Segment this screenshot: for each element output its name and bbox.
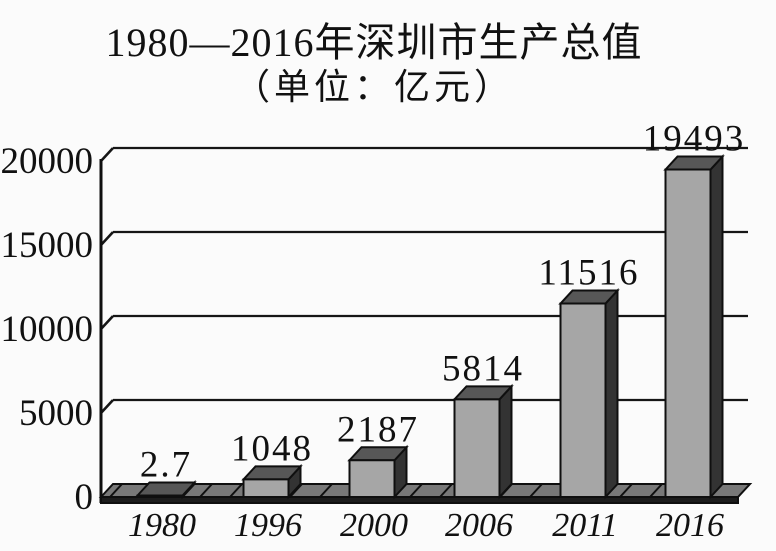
gridline-depth-tick-15000 — [100, 231, 114, 246]
x-tick-label-2006: 2006 — [445, 507, 513, 544]
y-tick-label-15000: 15000 — [1, 225, 94, 266]
value-label-1996: 1048 — [231, 428, 313, 469]
floor-front — [100, 496, 739, 504]
floor-tile-separator — [199, 483, 213, 498]
floor-tile-separator — [409, 483, 423, 498]
y-tick-label-0: 0 — [75, 477, 94, 518]
floor-tile-separator — [439, 483, 453, 498]
gridline-depth-tick-5000 — [100, 399, 114, 414]
bar-2000-front — [348, 459, 396, 498]
floor-tile-separator — [109, 483, 123, 498]
bar-1996-front — [242, 478, 290, 498]
floor-tile-separator — [319, 483, 333, 498]
floor-tile-separator — [619, 483, 633, 498]
x-tick-label-1980: 1980 — [128, 507, 196, 544]
value-label-2016: 19493 — [643, 119, 746, 160]
y-tick-label-10000: 10000 — [1, 309, 94, 350]
x-tick-label-2016: 2016 — [656, 507, 724, 544]
plot-area: 2.7 1980 1048 1996 2187 2000 5814 2006 11516 2011… — [1, 119, 753, 544]
bar-2011-front — [559, 302, 607, 498]
chart-title: 1980—2016年深圳市生产总值 — [106, 20, 643, 65]
x-tick-label-1996: 1996 — [234, 507, 302, 544]
gridline-depth-tick-10000 — [100, 315, 114, 330]
floor-tile-separator — [529, 483, 543, 498]
bar-2016-side — [709, 153, 724, 500]
bar-2011-side — [604, 287, 619, 500]
bar-2016-front — [664, 168, 712, 498]
y-tick-label-20000: 20000 — [1, 141, 94, 182]
x-tick-label-2000: 2000 — [340, 507, 408, 544]
bar-2006-front — [453, 398, 501, 498]
floor-tile-separator — [229, 483, 243, 498]
y-tick-label-5000: 5000 — [19, 393, 93, 434]
floor-tile-separator — [289, 483, 303, 498]
bar-2006-side — [498, 383, 513, 500]
value-label-2011: 11516 — [538, 253, 639, 294]
bar-1980-front — [136, 494, 184, 498]
value-label-1980: 2.7 — [140, 445, 192, 486]
gridline-depth-tick-20000 — [100, 147, 114, 162]
floor-tile-separator — [649, 483, 663, 498]
value-label-2000: 2187 — [337, 409, 419, 450]
chart-subtitle: （单位：亿元） — [234, 67, 514, 107]
value-label-2006: 5814 — [442, 348, 524, 389]
x-tick-label-2011: 2011 — [552, 507, 617, 544]
